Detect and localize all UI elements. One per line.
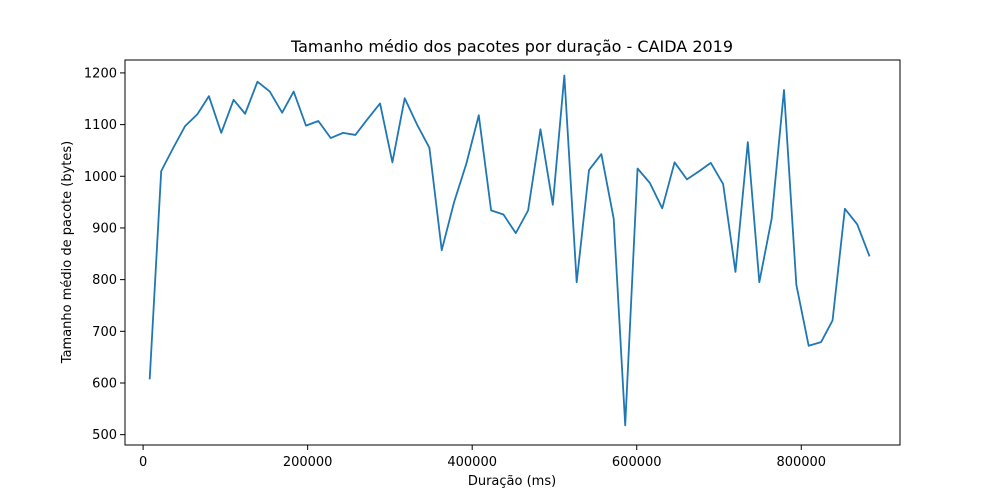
- series-line: [148, 74, 871, 427]
- x-tick-label: 600000: [612, 455, 662, 470]
- x-tick-label: 400000: [447, 455, 497, 470]
- y-tick-label: 1200: [84, 66, 117, 81]
- plot-lines: [148, 74, 871, 427]
- chart-title: Tamanho médio dos pacotes por duração - …: [290, 37, 733, 56]
- plot-frame: [124, 59, 901, 446]
- y-tick-label: 900: [92, 221, 117, 236]
- y-tick-label: 500: [92, 428, 117, 443]
- y-axis: 500 600 700 800 900 1000 1100 1200: [84, 66, 125, 443]
- y-tick-label: 800: [92, 273, 117, 288]
- y-axis-label: Tamanho médio de pacote (bytes): [60, 141, 75, 364]
- x-axis: 0 200000 400000 600000 800000: [139, 445, 826, 470]
- y-tick-label: 1000: [84, 170, 117, 185]
- x-tick-label: 200000: [283, 455, 333, 470]
- y-tick-label: 600: [92, 376, 117, 391]
- y-tick-label: 700: [92, 325, 117, 340]
- x-tick-label: 0: [139, 455, 147, 470]
- x-axis-label: Duração (ms): [468, 474, 556, 489]
- x-tick-label: 800000: [776, 455, 826, 470]
- y-tick-label: 1100: [84, 118, 117, 133]
